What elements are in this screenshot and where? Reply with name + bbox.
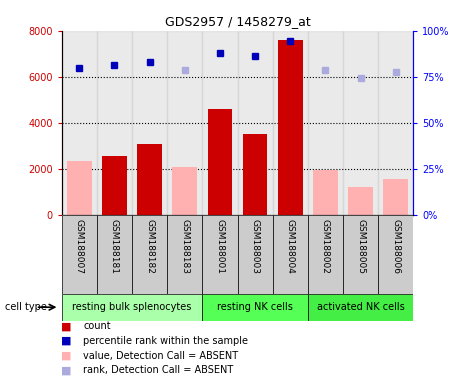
Text: cell type: cell type (5, 302, 47, 312)
Text: ■: ■ (61, 336, 72, 346)
Bar (167, 31, 202, 215)
Bar (343, 31, 378, 215)
Bar (243, 134, 267, 215)
Text: percentile rank within the sample: percentile rank within the sample (83, 336, 248, 346)
Bar (132, 215, 167, 294)
Text: GSM188007: GSM188007 (75, 219, 84, 274)
Text: value, Detection Call = ABSENT: value, Detection Call = ABSENT (83, 351, 238, 361)
Bar (137, 144, 162, 215)
Bar (208, 109, 232, 215)
Bar (308, 294, 413, 321)
Text: GSM188006: GSM188006 (391, 219, 400, 274)
Text: ■: ■ (61, 351, 72, 361)
Text: GSM188002: GSM188002 (321, 219, 330, 274)
Bar (97, 31, 132, 215)
Bar (62, 31, 97, 215)
Bar (202, 31, 238, 215)
Title: GDS2957 / 1458279_at: GDS2957 / 1458279_at (165, 15, 310, 28)
Text: GSM188181: GSM188181 (110, 219, 119, 274)
Text: resting NK cells: resting NK cells (217, 302, 293, 312)
Text: activated NK cells: activated NK cells (317, 302, 404, 312)
Bar (273, 31, 308, 215)
Text: GSM188183: GSM188183 (180, 219, 189, 274)
Text: count: count (83, 321, 111, 331)
Text: ■: ■ (61, 321, 72, 331)
Bar (308, 31, 343, 215)
Bar (62, 294, 202, 321)
Text: GSM188182: GSM188182 (145, 219, 154, 274)
Bar (343, 215, 378, 294)
Text: GSM188003: GSM188003 (251, 219, 259, 274)
Bar (97, 215, 132, 294)
Text: ■: ■ (61, 365, 72, 375)
Bar (167, 215, 202, 294)
Bar (378, 31, 413, 215)
Bar (383, 179, 408, 215)
Bar (313, 170, 338, 215)
Bar (132, 31, 167, 215)
Text: resting bulk splenocytes: resting bulk splenocytes (72, 302, 192, 312)
Bar (202, 215, 238, 294)
Bar (67, 161, 92, 215)
Bar (102, 156, 127, 215)
Bar (238, 215, 273, 294)
Bar (348, 187, 373, 215)
Text: GSM188005: GSM188005 (356, 219, 365, 274)
Text: rank, Detection Call = ABSENT: rank, Detection Call = ABSENT (83, 365, 233, 375)
Bar (278, 40, 303, 215)
Text: GSM188004: GSM188004 (286, 219, 294, 274)
Text: GSM188001: GSM188001 (216, 219, 224, 274)
Bar (202, 294, 308, 321)
Bar (238, 31, 273, 215)
Bar (62, 215, 97, 294)
Bar (308, 215, 343, 294)
Bar (273, 215, 308, 294)
Bar (172, 167, 197, 215)
Bar (378, 215, 413, 294)
